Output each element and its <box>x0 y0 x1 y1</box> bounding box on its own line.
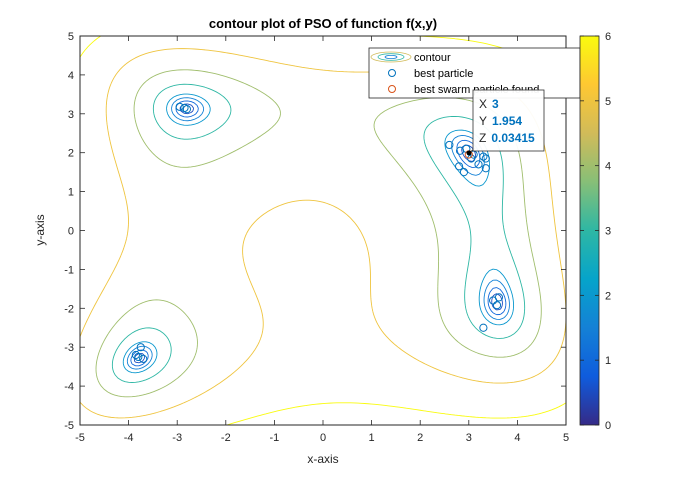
y-tick-label: 0 <box>68 226 74 238</box>
colorbar: 0 1 2 3 4 5 6 <box>579 31 611 432</box>
data-tip-y-row: Y 1.954 <box>479 114 522 128</box>
y-axis-label: y-axis <box>33 214 47 245</box>
x-axis-label: x-axis <box>307 452 338 466</box>
data-tip-x-label: X <box>479 97 487 111</box>
best-particle-point[interactable] <box>445 140 454 150</box>
x-tick-label: -4 <box>124 432 134 444</box>
colorbar-tick-label: 5 <box>605 96 611 108</box>
x-tick-label: 0 <box>320 432 326 444</box>
x-tick-label: 4 <box>514 432 520 444</box>
best-particle-point[interactable] <box>494 293 504 302</box>
x-tick-label: -3 <box>172 432 182 444</box>
y-tick-label: -5 <box>64 420 74 432</box>
legend-best-particle-marker <box>388 69 396 77</box>
best-particle-point[interactable] <box>479 323 488 332</box>
best-particle-point[interactable] <box>136 343 145 352</box>
y-tick-label: -2 <box>64 303 74 315</box>
legend-label-contour: contour <box>414 52 451 64</box>
data-tip-y-label: Y <box>479 114 487 128</box>
y-tick-label: 4 <box>68 70 74 82</box>
x-tick-label: 2 <box>417 432 423 444</box>
legend-label-best-particle: best particle <box>414 68 473 80</box>
colorbar-tick-label: 3 <box>605 226 611 238</box>
x-tick-label: 5 <box>563 432 569 444</box>
y-tick-label: -1 <box>64 264 74 276</box>
best-particle-point[interactable] <box>462 144 471 153</box>
best-particle-point[interactable] <box>175 102 184 111</box>
best-particle-point[interactable] <box>481 164 490 173</box>
y-tick-label: -4 <box>64 381 74 393</box>
contour-level-line <box>111 83 526 383</box>
y-tick-label: 5 <box>68 31 74 43</box>
data-tip-x-value: 3 <box>492 97 499 111</box>
best-particle-point[interactable] <box>479 152 488 161</box>
best-particle-point[interactable] <box>481 154 490 163</box>
best-particle-point[interactable] <box>131 350 140 360</box>
data-tip-box <box>472 89 545 152</box>
data-tip-z-value: 0.03415 <box>491 131 535 145</box>
best-particle-point[interactable] <box>180 103 189 113</box>
x-tick-label: 3 <box>466 432 472 444</box>
data-tip-z-label: Z <box>479 131 486 145</box>
x-tick-label: -2 <box>221 432 231 444</box>
best-particle-point[interactable] <box>459 168 469 177</box>
data-tip-anchor-dot <box>466 150 472 156</box>
colorbar-tick-label: 0 <box>605 420 611 432</box>
legend-best-swarm-marker <box>388 85 396 93</box>
data-tip-z-row: Z 0.03415 <box>479 131 535 145</box>
y-tick-label: -3 <box>64 342 74 354</box>
best-particle-point[interactable] <box>492 301 502 310</box>
colorbar-tick-label: 4 <box>605 161 611 173</box>
y-tick-label: 1 <box>68 187 74 199</box>
colorbar-ticks: 0 1 2 3 4 5 6 <box>580 31 611 432</box>
y-tick-label: 3 <box>68 109 74 121</box>
best-particle-point[interactable] <box>454 162 464 171</box>
y-tick-label: 2 <box>68 148 74 160</box>
x-tick-label: -5 <box>75 432 85 444</box>
colorbar-tick-label: 1 <box>605 355 611 367</box>
axis-ticks: -5 -4 -3 -2 -1 0 1 2 3 4 5 -5 -4 -3 -2 -1 0 1 2 3 4 5 <box>64 31 569 444</box>
best-particle-point[interactable] <box>474 160 483 169</box>
legend-contour-icon <box>370 51 412 63</box>
best-particle-point[interactable] <box>134 352 143 362</box>
data-tip-y-value: 1.954 <box>492 114 522 128</box>
x-tick-label: -1 <box>270 432 280 444</box>
colorbar-tick-label: 6 <box>605 31 611 43</box>
chart-title: contour plot of PSO of function f(x,y) <box>209 16 437 31</box>
colorbar-tick-label: 2 <box>605 290 611 302</box>
best-particle-point[interactable] <box>139 354 148 363</box>
x-tick-label: 1 <box>369 432 375 444</box>
